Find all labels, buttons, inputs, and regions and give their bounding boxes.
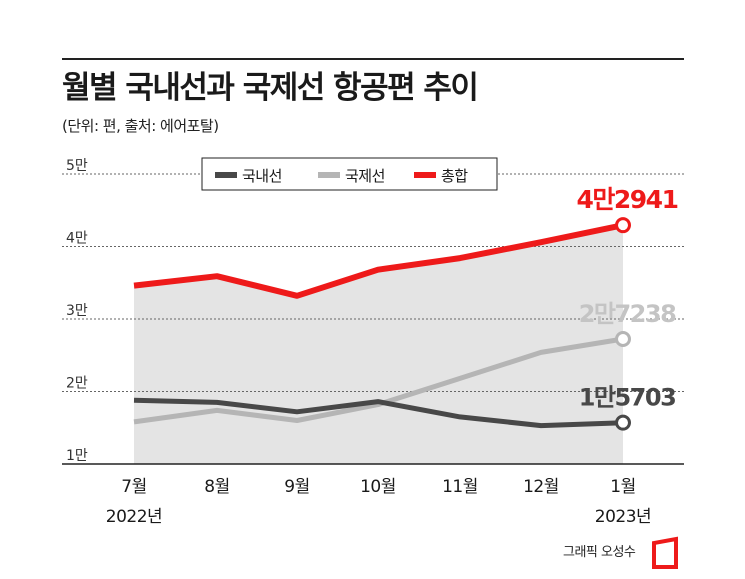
y-tick-label: 3만 xyxy=(66,303,88,319)
x-tick-label: 11월 xyxy=(442,477,478,497)
end-value-label-total: 4만2941 xyxy=(577,185,678,214)
legend-box xyxy=(201,157,498,191)
end-value-label-domestic: 1만5703 xyxy=(579,384,676,412)
end-marker-total xyxy=(615,217,631,234)
chart-title: 월별 국내선과 국제선 항공편 추이 xyxy=(62,70,479,106)
x-tick-label: 10월 xyxy=(360,477,396,497)
x-tick-sublabel: 2023년 xyxy=(595,507,651,527)
total-area-fill xyxy=(134,225,623,464)
legend-label-international: 국제선 xyxy=(345,167,385,185)
x-tick-label: 7월 xyxy=(121,477,146,497)
legend-label-total: 총합 xyxy=(441,167,468,185)
series-line-total xyxy=(133,222,624,299)
end-value-label-international: 2만7238 xyxy=(579,300,676,328)
y-tick-label: 5만 xyxy=(66,158,88,174)
end-marker-international xyxy=(615,331,631,348)
title-rule xyxy=(62,58,684,60)
graphic-credit: 그래픽 오성수 xyxy=(563,545,636,560)
series-line-domestic xyxy=(133,397,624,429)
end-marker-domestic xyxy=(615,414,631,431)
chart-subtitle: (단위: 편, 출처: 에어포탈) xyxy=(62,117,219,135)
x-tick-label: 12월 xyxy=(523,477,559,497)
x-tick-label: 8월 xyxy=(204,477,229,497)
y-tick-label: 2만 xyxy=(66,376,88,392)
x-tick-label: 1월 xyxy=(610,477,635,497)
legend-label-domestic: 국내선 xyxy=(242,167,282,185)
x-tick-label: 9월 xyxy=(284,477,309,497)
y-tick-label: 4만 xyxy=(66,231,88,247)
publisher-logo xyxy=(652,536,678,569)
y-tick-label: 1만 xyxy=(66,448,88,464)
x-tick-sublabel: 2022년 xyxy=(106,507,162,527)
series-line-international xyxy=(133,336,624,425)
